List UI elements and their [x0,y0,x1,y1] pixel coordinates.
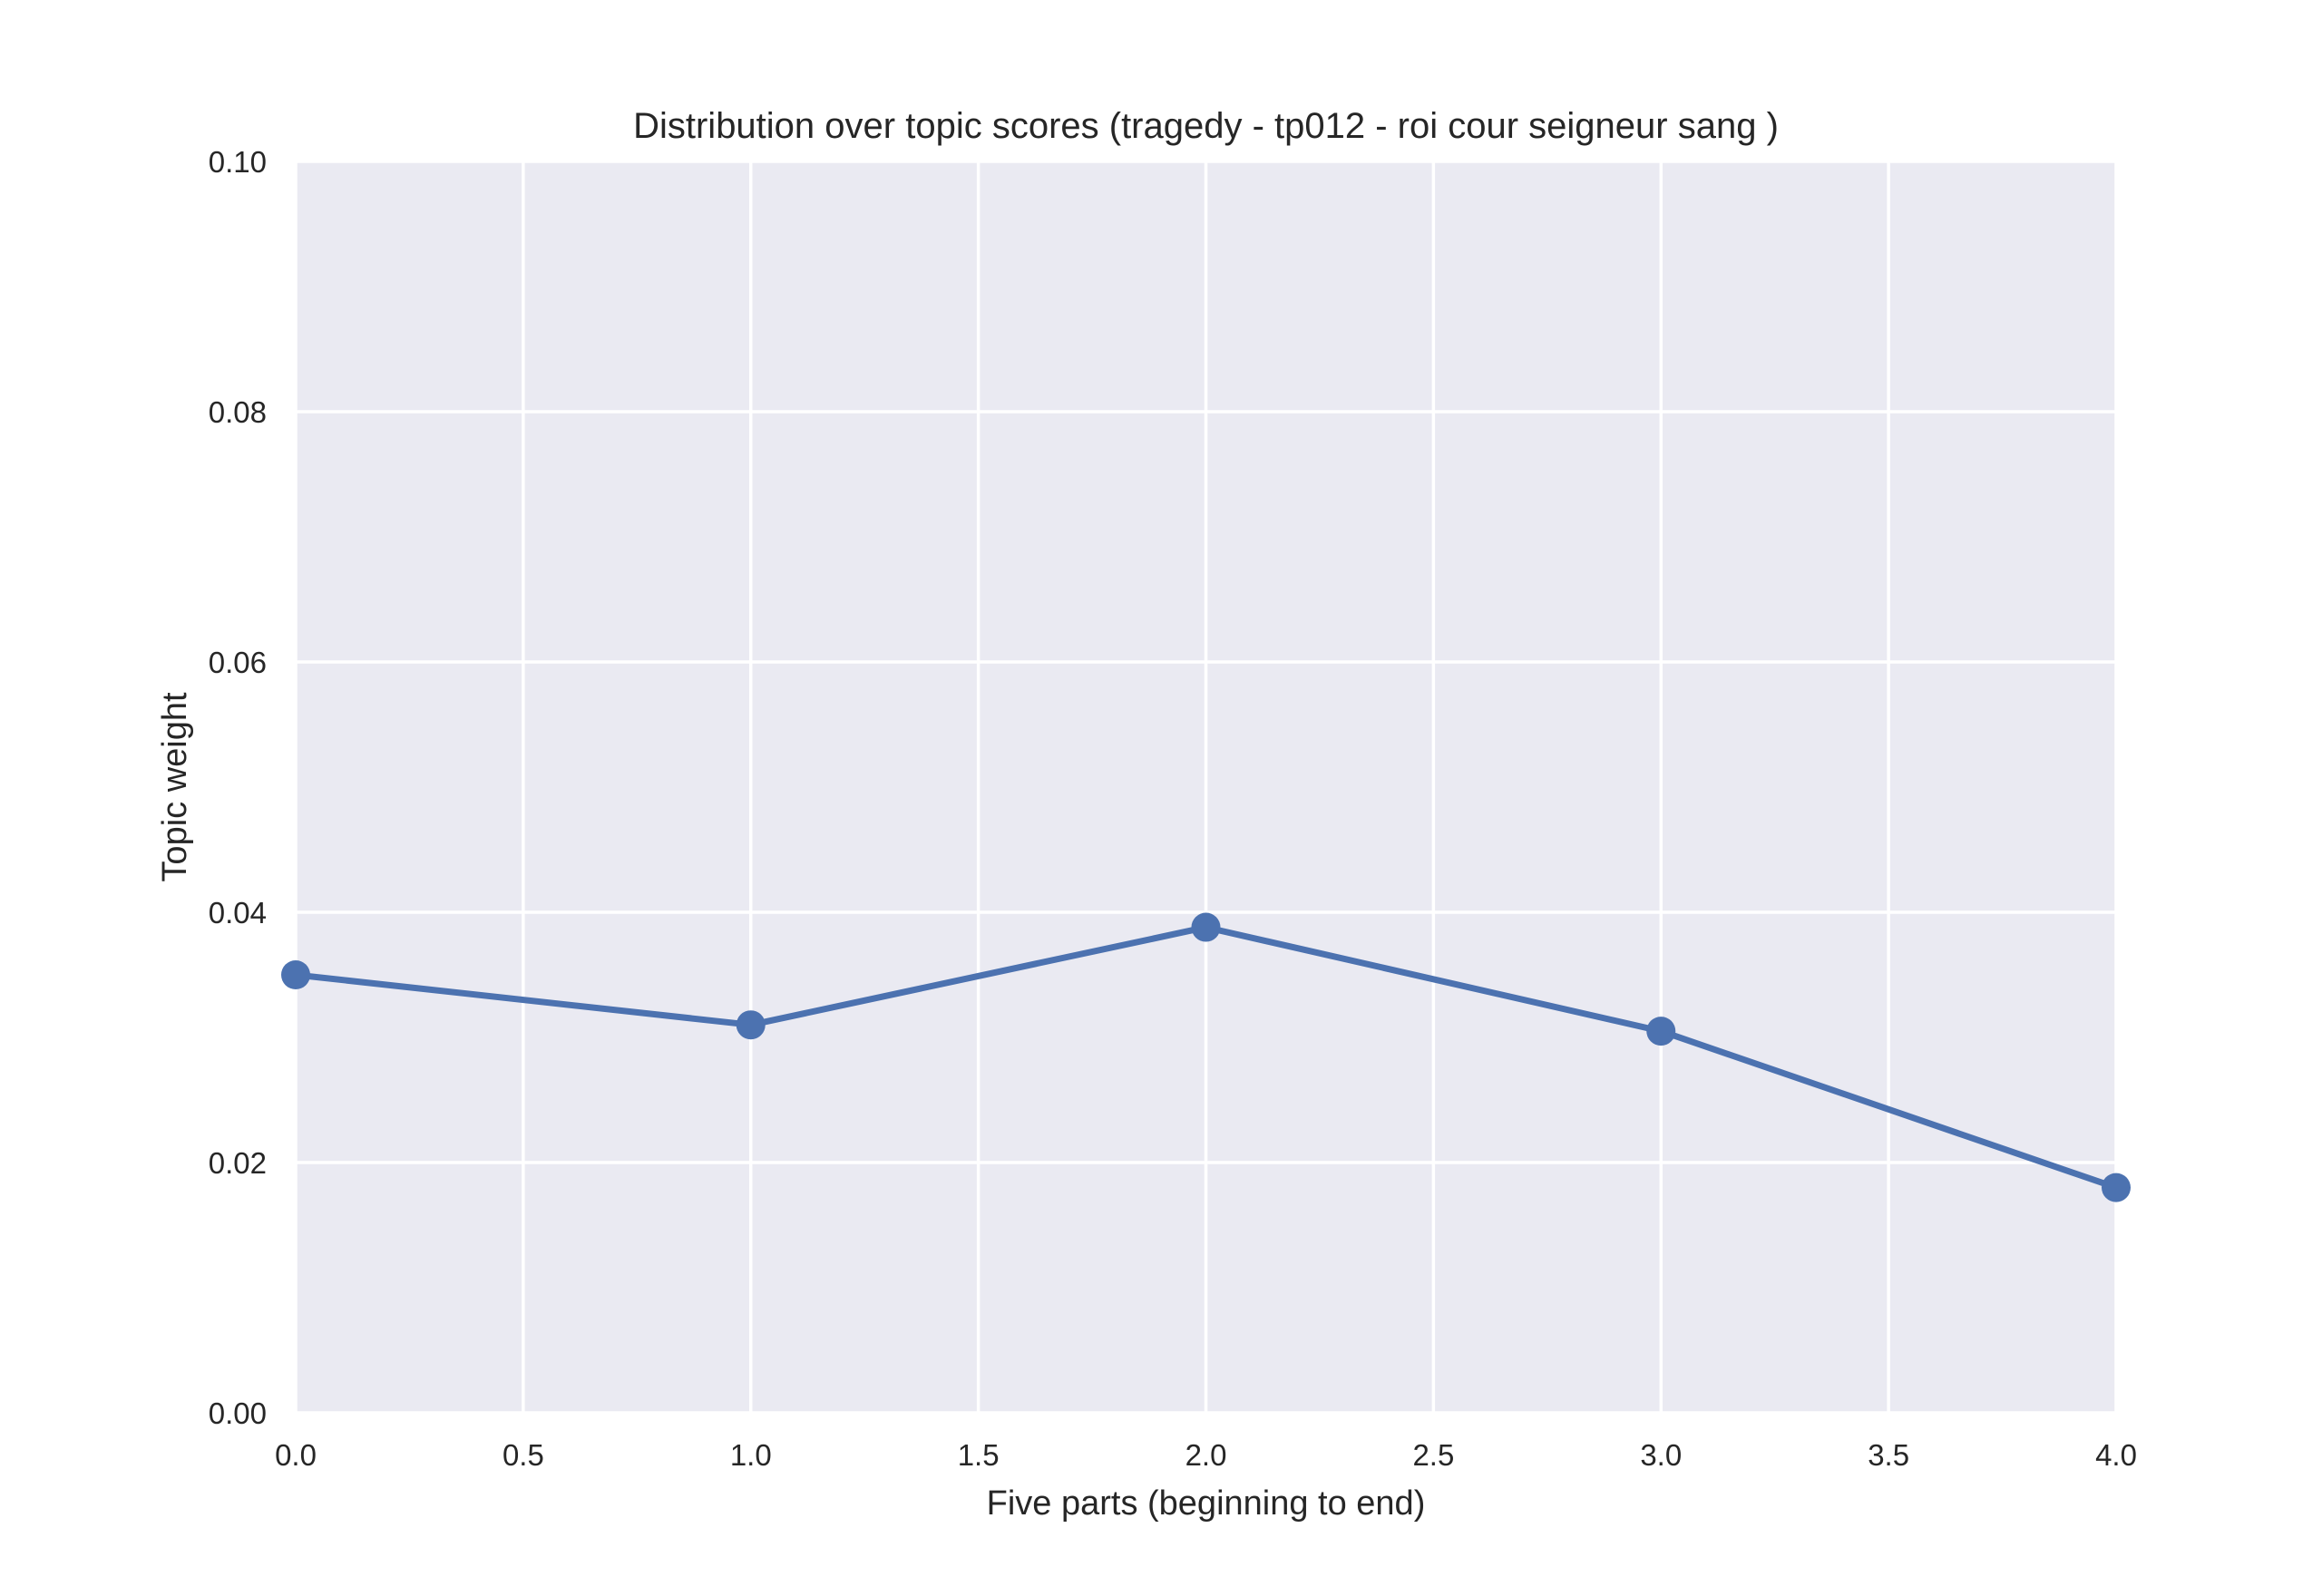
y-tick-label: 0.02 [209,1146,267,1180]
x-tick-label: 1.0 [730,1438,772,1472]
x-tick-label: 3.5 [1868,1438,1909,1472]
chart-title: Distribution over topic scores (tragedy … [633,106,1779,146]
y-axis-ticks: 0.00 0.02 0.04 0.06 0.08 0.10 [209,145,267,1430]
data-point [2102,1173,2131,1202]
x-axis-ticks: 0.0 0.5 1.0 1.5 2.0 2.5 3.0 3.5 4.0 [275,1438,2137,1472]
data-point [1646,1017,1676,1046]
y-tick-label: 0.10 [209,145,267,179]
data-point [1191,912,1221,942]
x-tick-label: 0.5 [502,1438,544,1472]
y-tick-label: 0.00 [209,1396,267,1430]
x-axis-label: Five parts (beginning to end) [987,1484,1426,1523]
y-tick-label: 0.04 [209,896,267,929]
series-group [281,912,2131,1202]
x-tick-label: 2.0 [1185,1438,1227,1472]
x-tick-label: 3.0 [1640,1438,1682,1472]
x-tick-label: 4.0 [2095,1438,2137,1472]
data-point [281,960,310,989]
x-tick-label: 2.5 [1412,1438,1454,1472]
grid [294,160,2118,1415]
y-axis-label: Topic weight [156,692,194,882]
data-point [736,1010,766,1040]
x-tick-label: 1.5 [958,1438,1000,1472]
x-tick-label: 0.0 [275,1438,317,1472]
y-tick-label: 0.08 [209,395,267,429]
y-tick-label: 0.06 [209,646,267,679]
